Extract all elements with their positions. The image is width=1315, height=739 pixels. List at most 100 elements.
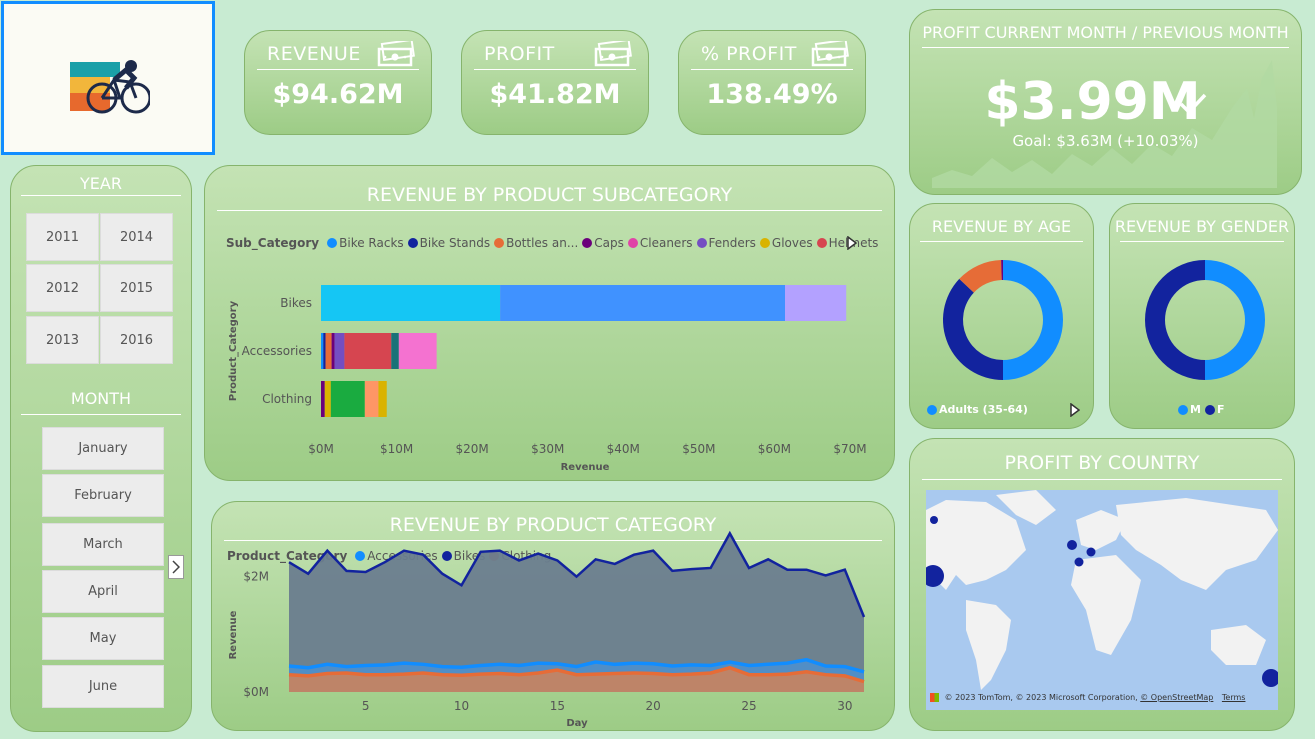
- category-legend-title: Product_Category: [227, 549, 348, 563]
- month-option-june[interactable]: June: [42, 665, 164, 708]
- x-axis-label: Day: [566, 718, 588, 729]
- gender-divider: [1120, 241, 1284, 242]
- legend-item-bike-stands[interactable]: Bike Stands: [407, 236, 490, 250]
- month-divider: [21, 414, 181, 415]
- year-option-2012[interactable]: 2012: [26, 264, 99, 312]
- pct-profit-divider: [691, 69, 853, 70]
- donut-slice: [1205, 260, 1265, 380]
- legend-item-fenders[interactable]: Fenders: [696, 236, 756, 250]
- year-option-2016[interactable]: 2016: [100, 316, 173, 364]
- x-tick-label: 30: [837, 699, 852, 713]
- logo-panel[interactable]: [1, 1, 215, 155]
- age-legend: Adults (35-64): [927, 403, 1032, 416]
- year-option-2014[interactable]: 2014: [100, 213, 173, 261]
- subcategory-chart-card: REVENUE BY PRODUCT SUBCATEGORY Sub_Categ…: [204, 165, 895, 481]
- legend-dot: [696, 238, 707, 248]
- month-option-march[interactable]: March: [42, 523, 164, 566]
- donut-slice: [1001, 260, 1003, 281]
- legend-label: Gloves: [771, 236, 813, 250]
- category-tick-label: Bikes: [280, 296, 312, 310]
- legend-item-cleaners[interactable]: Cleaners: [627, 236, 693, 250]
- age-chart-card: REVENUE BY AGE Adults (35-64): [909, 203, 1094, 429]
- month-option-january[interactable]: January: [42, 427, 164, 470]
- legend-dot: [927, 404, 937, 415]
- month-option-april[interactable]: April: [42, 570, 164, 613]
- legend-item-f[interactable]: F: [1204, 403, 1225, 416]
- legend-next-icon[interactable]: [1070, 403, 1080, 417]
- country-bubble[interactable]: [1086, 547, 1096, 557]
- month-option-february[interactable]: February: [42, 474, 164, 517]
- x-tick-label: 20: [646, 699, 661, 713]
- legend-dot: [816, 238, 827, 248]
- bar-segment: [324, 381, 331, 417]
- bar-segment: [500, 285, 786, 321]
- subcategory-divider: [217, 210, 882, 211]
- category-divider: [224, 540, 882, 541]
- legend-item-caps[interactable]: Caps: [582, 236, 624, 250]
- bar-segment: [330, 381, 365, 417]
- bar-segment: [321, 381, 325, 417]
- series-line: [288, 665, 865, 684]
- bar-segment: [391, 333, 399, 369]
- legend-dot: [494, 238, 505, 248]
- year-option-2011[interactable]: 2011: [26, 213, 99, 261]
- bar-segment: [321, 333, 324, 369]
- country-bubble[interactable]: [1262, 669, 1278, 687]
- legend-label: F: [1216, 403, 1225, 416]
- legend-label: Bike Racks: [339, 236, 404, 250]
- country-bubble[interactable]: [926, 565, 944, 587]
- country-bubble[interactable]: [1074, 557, 1084, 567]
- world-map[interactable]: [926, 490, 1278, 710]
- gender-donut-chart: [1145, 260, 1265, 380]
- bar-segment: [331, 333, 335, 369]
- x-tick-label: 15: [550, 699, 565, 713]
- legend-item-bike-racks[interactable]: Bike Racks: [327, 236, 404, 250]
- revenue-value: $94.62M: [272, 79, 404, 110]
- revenue-card: REVENUE $94.62M: [244, 30, 432, 135]
- category-chart-title: REVENUE BY PRODUCT CATEGORY: [389, 514, 717, 536]
- country-bubble[interactable]: [930, 516, 938, 524]
- legend-item-gloves[interactable]: Gloves: [759, 236, 813, 250]
- country-divider: [922, 479, 1282, 480]
- legend-dot: [627, 238, 638, 248]
- series-line: [288, 657, 865, 674]
- legend-dot: [582, 238, 593, 248]
- map-attribution: © 2023 TomTom, © 2023 Microsoft Corporat…: [930, 693, 1245, 702]
- profit-label: PROFIT: [484, 43, 555, 65]
- pct-profit-label: % PROFIT: [701, 43, 797, 65]
- month-scroll-next-button[interactable]: [168, 555, 184, 579]
- legend-item-bottles[interactable]: Bottles an...: [494, 236, 578, 250]
- year-divider: [21, 195, 181, 196]
- osm-link[interactable]: © OpenStreetMap: [1140, 693, 1214, 702]
- profit-divider: [474, 69, 636, 70]
- chevron-right-icon: [172, 560, 180, 574]
- money-icon: [594, 41, 632, 67]
- year-option-2013[interactable]: 2013: [26, 316, 99, 364]
- bar-segment: [334, 333, 345, 369]
- age-donut-chart: [943, 260, 1063, 380]
- legend-item-m[interactable]: M: [1178, 403, 1201, 416]
- terms-link[interactable]: Terms: [1221, 693, 1246, 702]
- legend-next-icon[interactable]: [847, 236, 857, 250]
- x-tick-label: $70M: [833, 442, 866, 456]
- age-divider: [920, 241, 1083, 242]
- legend-label: Adults (35-64): [939, 403, 1028, 416]
- y-axis-label: Product_Category: [228, 300, 239, 401]
- profit-month-card[interactable]: PROFIT CURRENT MONTH / PREVIOUS MONTH $3…: [909, 9, 1302, 195]
- bar-segment: [344, 333, 392, 369]
- x-tick-label: $40M: [607, 442, 640, 456]
- category-area-chart: $2M $0M 5 10 15 20 25 30 Day Revenue: [228, 530, 866, 729]
- month-option-may[interactable]: May: [42, 617, 164, 660]
- money-icon: [377, 41, 415, 67]
- subcategory-legend-title: Sub_Category: [226, 236, 320, 250]
- microsoft-logo-icon: [930, 693, 939, 702]
- legend-item-adults[interactable]: Adults (35-64): [927, 403, 1028, 416]
- country-bubble[interactable]: [1067, 540, 1077, 550]
- legend-label: Fenders: [708, 236, 756, 250]
- legend-dot: [327, 238, 338, 248]
- donut-slice: [959, 260, 1002, 293]
- x-tick-label: $20M: [456, 442, 489, 456]
- attribution-text: © 2023 TomTom, © 2023 Microsoft Corporat…: [944, 693, 1138, 702]
- country-map-title: PROFIT BY COUNTRY: [1004, 452, 1200, 474]
- year-option-2015[interactable]: 2015: [100, 264, 173, 312]
